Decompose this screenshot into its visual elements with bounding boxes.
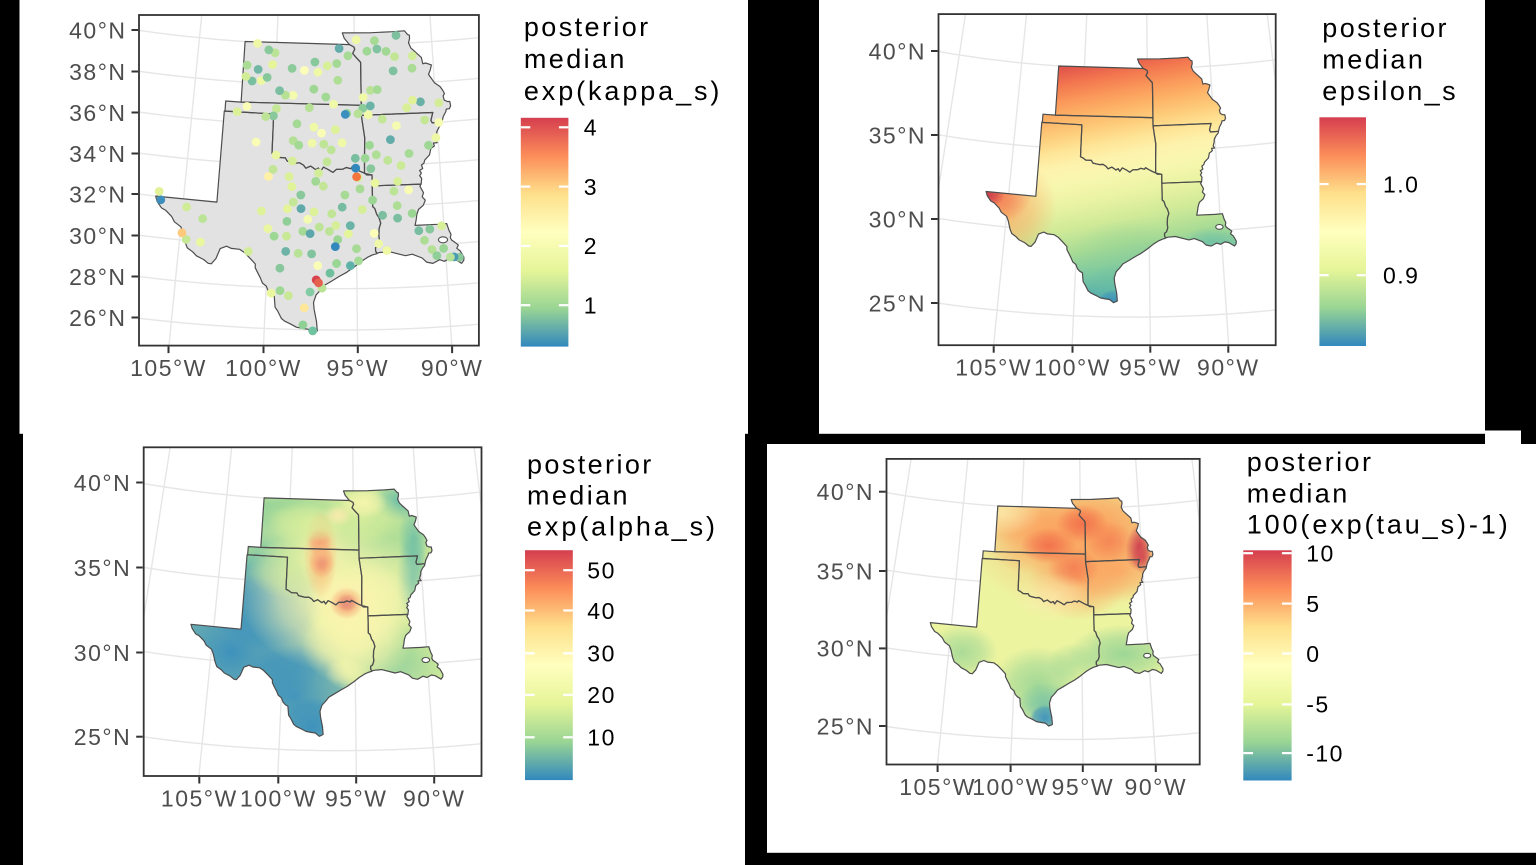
svg-text:30: 30 [587,641,616,667]
svg-text:95°W: 95°W [1119,355,1182,381]
svg-text:95°W: 95°W [327,355,390,381]
svg-text:0: 0 [1306,641,1320,667]
svg-text:2: 2 [584,233,598,259]
svg-text:105°W: 105°W [955,355,1032,381]
svg-text:100(exp(tau_s)-1): 100(exp(tau_s)-1) [1247,510,1511,540]
svg-text:100°W: 100°W [972,774,1049,800]
svg-text:100°W: 100°W [225,355,302,381]
svg-text:36°N: 36°N [69,100,126,126]
svg-text:1: 1 [584,293,598,319]
svg-text:38°N: 38°N [69,59,126,85]
svg-text:30°N: 30°N [869,206,926,232]
svg-text:105°W: 105°W [161,786,238,812]
svg-text:30°N: 30°N [69,223,126,249]
svg-text:median: median [1322,45,1425,75]
svg-text:10: 10 [1306,541,1335,567]
svg-text:35°N: 35°N [817,558,874,584]
svg-text:25°N: 25°N [74,724,131,750]
svg-text:100°W: 100°W [240,786,317,812]
svg-text:4: 4 [584,115,598,141]
svg-text:10: 10 [587,725,616,751]
svg-text:90°W: 90°W [1125,774,1188,800]
svg-text:1.0: 1.0 [1383,171,1419,197]
svg-text:40°N: 40°N [69,17,126,43]
svg-text:90°W: 90°W [1197,355,1260,381]
svg-text:90°W: 90°W [403,786,466,812]
svg-text:posterior: posterior [524,12,651,42]
svg-text:exp(kappa_s): exp(kappa_s) [524,76,722,106]
svg-text:35°N: 35°N [869,122,926,148]
svg-text:40°N: 40°N [74,470,131,496]
svg-text:posterior: posterior [1247,447,1374,477]
svg-text:28°N: 28°N [69,264,126,290]
svg-text:-10: -10 [1306,740,1344,766]
svg-text:epsilon_s: epsilon_s [1322,76,1458,106]
svg-text:3: 3 [584,174,598,200]
svg-text:95°W: 95°W [325,786,388,812]
svg-text:34°N: 34°N [69,141,126,167]
svg-text:5: 5 [1306,591,1320,617]
svg-text:40°N: 40°N [869,38,926,64]
svg-text:90°W: 90°W [421,355,484,381]
svg-text:95°W: 95°W [1052,774,1115,800]
svg-text:median: median [527,481,630,511]
svg-text:25°N: 25°N [817,713,874,739]
svg-text:-5: -5 [1306,692,1329,718]
svg-text:0.9: 0.9 [1383,263,1419,289]
svg-text:30°N: 30°N [817,636,874,662]
svg-text:25°N: 25°N [869,290,926,316]
svg-text:30°N: 30°N [74,640,131,666]
svg-text:50: 50 [587,558,616,584]
svg-text:105°W: 105°W [130,355,207,381]
svg-text:32°N: 32°N [69,181,126,207]
svg-text:26°N: 26°N [69,305,126,331]
svg-text:105°W: 105°W [899,774,976,800]
svg-text:20: 20 [587,682,616,708]
svg-text:35°N: 35°N [74,555,131,581]
svg-text:40: 40 [587,598,616,624]
svg-text:100°W: 100°W [1034,355,1111,381]
svg-text:median: median [524,44,627,74]
svg-text:posterior: posterior [527,449,654,479]
svg-text:exp(alpha_s): exp(alpha_s) [527,512,718,542]
svg-text:40°N: 40°N [817,479,874,505]
svg-text:posterior: posterior [1322,13,1449,43]
svg-text:median: median [1247,478,1350,508]
